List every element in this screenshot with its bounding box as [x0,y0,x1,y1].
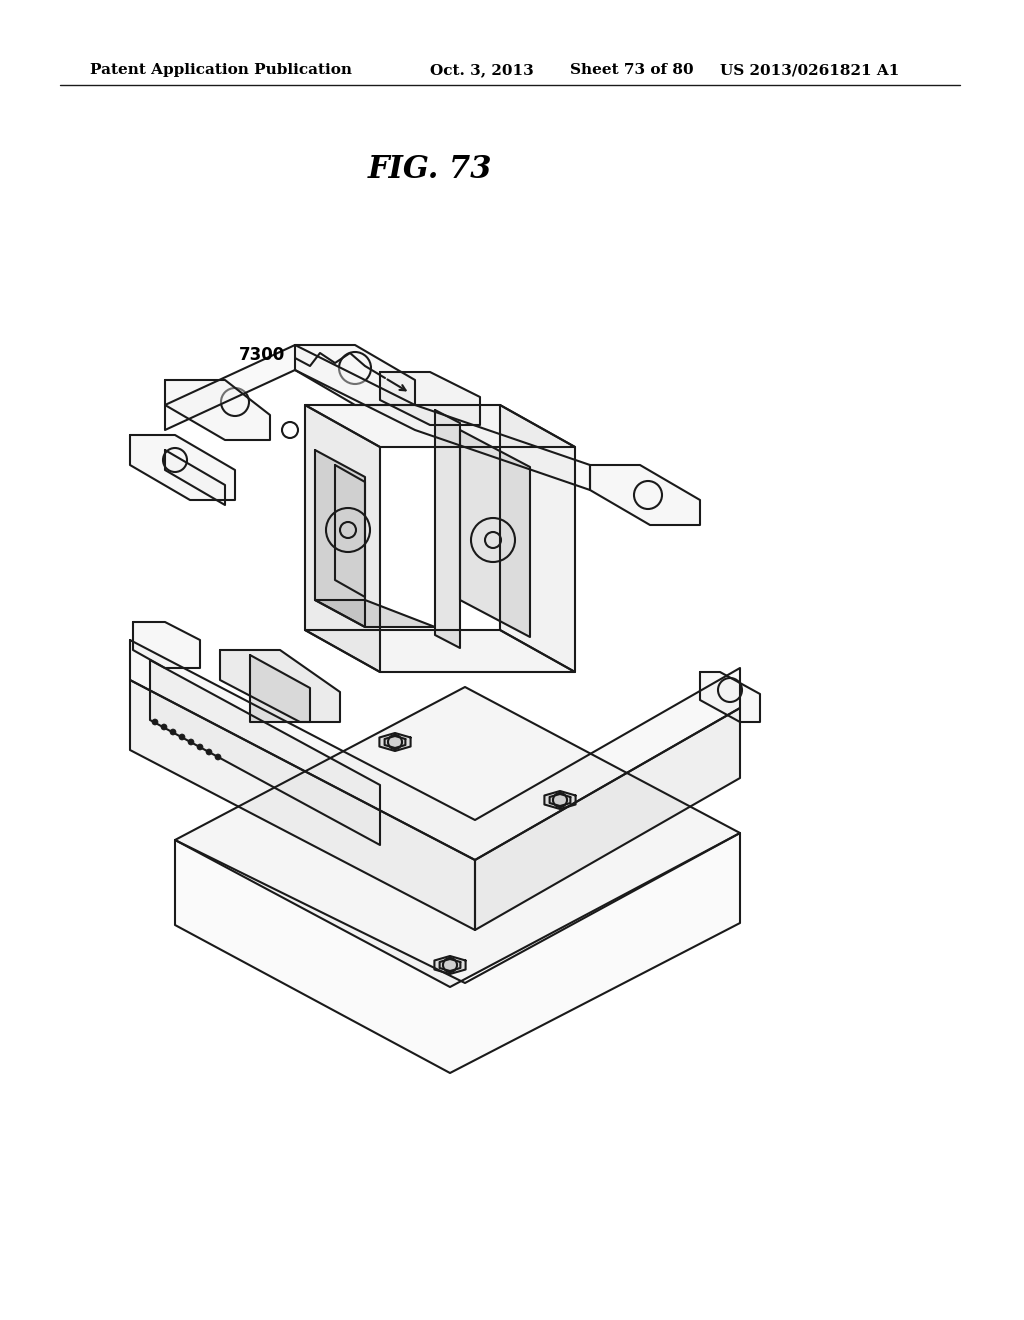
Polygon shape [475,708,740,931]
Polygon shape [165,345,590,490]
Polygon shape [545,791,575,809]
Circle shape [179,734,185,741]
Polygon shape [175,686,740,987]
Text: FIG. 73: FIG. 73 [368,154,493,186]
Polygon shape [150,660,380,845]
Polygon shape [250,655,310,722]
Polygon shape [500,405,575,672]
Polygon shape [165,450,225,506]
Polygon shape [435,411,460,648]
Circle shape [152,719,158,725]
Polygon shape [335,465,365,597]
Polygon shape [130,436,234,500]
Circle shape [197,744,203,750]
Polygon shape [130,680,475,931]
Polygon shape [380,372,480,425]
Polygon shape [165,380,270,440]
Polygon shape [305,405,380,672]
Polygon shape [305,405,575,447]
Polygon shape [315,450,365,627]
Polygon shape [130,640,740,861]
Polygon shape [295,345,415,405]
Polygon shape [590,465,700,525]
Polygon shape [385,737,406,748]
Polygon shape [380,733,411,751]
Text: Patent Application Publication: Patent Application Publication [90,63,352,77]
Polygon shape [133,622,200,668]
Polygon shape [439,960,461,972]
Polygon shape [700,672,760,722]
Polygon shape [315,601,435,627]
Text: Sheet 73 of 80: Sheet 73 of 80 [570,63,693,77]
Polygon shape [175,833,740,1073]
Polygon shape [550,795,570,807]
Circle shape [161,723,167,730]
Circle shape [170,729,176,735]
Polygon shape [434,956,466,974]
Circle shape [188,739,194,744]
Polygon shape [220,649,340,722]
Text: Oct. 3, 2013: Oct. 3, 2013 [430,63,534,77]
Polygon shape [460,430,530,638]
Text: 7300: 7300 [239,346,285,364]
Circle shape [215,754,221,760]
Text: US 2013/0261821 A1: US 2013/0261821 A1 [720,63,899,77]
Circle shape [206,748,212,755]
Polygon shape [305,630,575,672]
